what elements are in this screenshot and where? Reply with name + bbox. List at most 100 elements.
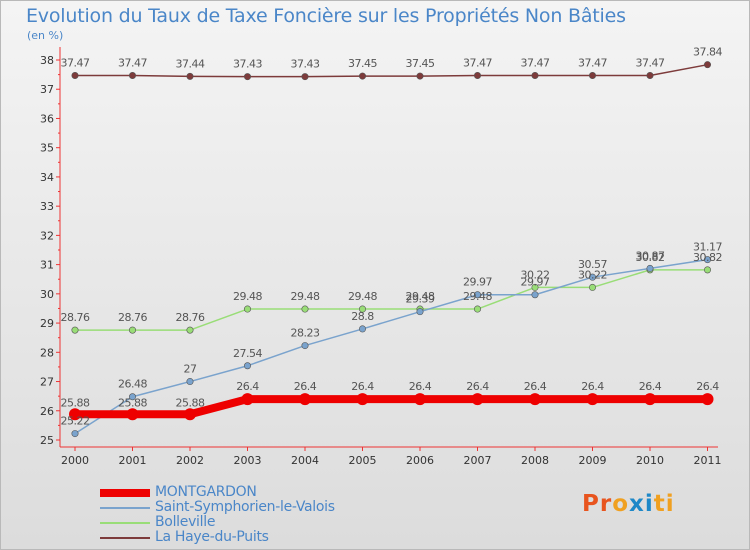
x-tick-label: 2008 <box>521 454 549 467</box>
legend-swatch-bolleville <box>100 522 150 524</box>
data-label-2: 30.22 <box>578 268 607 281</box>
y-tick-label: 27 <box>40 376 54 389</box>
data-label-1: 29.97 <box>463 276 492 289</box>
data-point-1 <box>301 342 309 350</box>
y-tick-label: 38 <box>40 54 54 67</box>
data-label-0: 26.4 <box>294 380 317 393</box>
data-label-2: 30.82 <box>636 251 665 264</box>
data-point-0 <box>69 408 81 421</box>
data-point-1 <box>703 256 711 264</box>
data-point-3 <box>531 71 539 79</box>
data-label-0: 26.4 <box>351 380 374 393</box>
x-tick-label: 2003 <box>234 454 262 467</box>
y-tick-label: 30 <box>40 288 54 301</box>
y-tick-label: 29 <box>40 317 54 330</box>
data-point-2 <box>71 326 79 334</box>
data-label-1: 28.23 <box>291 327 320 340</box>
data-point-1 <box>416 308 424 316</box>
x-tick-label: 2006 <box>406 454 434 467</box>
proxiti-logo: Proxiti <box>582 491 675 517</box>
data-point-3 <box>416 72 424 80</box>
data-point-2 <box>588 283 596 291</box>
data-label-3: 37.47 <box>521 56 550 69</box>
data-label-3: 37.47 <box>636 56 665 69</box>
data-point-0 <box>701 393 714 406</box>
y-tick-label: 33 <box>40 200 54 213</box>
y-tick-label: 28 <box>40 346 54 359</box>
legend-item-bolleville: Bolleville <box>100 514 420 530</box>
data-point-2 <box>186 326 194 334</box>
data-point-3 <box>71 71 79 79</box>
x-tick-label: 2010 <box>636 454 664 467</box>
data-label-2: 28.76 <box>118 311 147 324</box>
legend-label-saint-symphorien: Saint-Symphorien-le-Valois <box>155 499 335 515</box>
data-label-1: 29.97 <box>521 276 550 289</box>
data-point-1 <box>646 264 654 272</box>
y-tick-label: 31 <box>40 259 54 272</box>
legend-swatch-la-haye <box>100 537 150 539</box>
data-label-2: 29.48 <box>406 290 435 303</box>
x-tick-label: 2007 <box>464 454 492 467</box>
data-label-1: 29.39 <box>406 293 435 306</box>
data-label-3: 37.43 <box>291 58 320 71</box>
data-label-3: 37.84 <box>693 46 722 59</box>
y-tick-label: 35 <box>40 142 54 155</box>
x-tick-label: 2000 <box>61 454 89 467</box>
data-label-3: 37.45 <box>406 57 435 70</box>
legend-item-montgardon: MONTGARDON <box>100 484 420 500</box>
data-label-2: 30.22 <box>521 268 550 281</box>
legend-swatch-montgardon <box>100 489 150 497</box>
data-label-0: 25.88 <box>118 396 147 409</box>
data-label-2: 30.82 <box>693 251 722 264</box>
data-point-3 <box>473 71 481 79</box>
data-label-0: 26.4 <box>581 380 604 393</box>
data-label-2: 29.48 <box>233 290 262 303</box>
data-point-0 <box>126 408 139 421</box>
data-point-0 <box>471 393 484 406</box>
data-point-1 <box>588 273 596 281</box>
series-line-0 <box>71 395 712 419</box>
data-label-1: 30.87 <box>636 249 665 262</box>
x-tick-label: 2005 <box>349 454 377 467</box>
data-label-3: 37.45 <box>348 57 377 70</box>
data-point-0 <box>414 393 426 406</box>
x-tick-label: 2001 <box>119 454 147 467</box>
x-tick-label: 2002 <box>176 454 204 467</box>
data-point-0 <box>356 393 369 406</box>
data-point-2 <box>129 326 137 334</box>
legend-label-montgardon: MONTGARDON <box>155 484 257 500</box>
x-tick-label: 2004 <box>291 454 319 467</box>
data-label-3: 37.44 <box>176 57 205 70</box>
y-tick-label: 34 <box>40 171 54 184</box>
series-line-2 <box>74 269 709 331</box>
data-label-1: 26.48 <box>118 378 147 391</box>
data-label-2: 28.76 <box>61 311 90 324</box>
data-label-3: 37.47 <box>61 56 90 69</box>
legend-swatch-saint-symphorien <box>100 507 150 509</box>
data-point-2 <box>703 266 711 274</box>
data-point-3 <box>646 71 654 79</box>
data-label-0: 26.4 <box>639 380 662 393</box>
data-point-3 <box>301 73 309 81</box>
data-point-3 <box>588 71 596 79</box>
chart-title: Evolution du Taux de Taxe Foncière sur l… <box>26 5 626 27</box>
data-point-0 <box>241 393 254 406</box>
data-label-1: 25.22 <box>61 415 90 428</box>
data-point-1 <box>244 362 252 370</box>
legend-label-la-haye: La Haye-du-Puits <box>155 529 269 545</box>
x-tick-label: 2009 <box>579 454 607 467</box>
x-tick-label: 2011 <box>694 454 722 467</box>
data-label-1: 31.17 <box>693 241 722 254</box>
data-point-1 <box>473 291 481 299</box>
data-label-0: 26.4 <box>409 380 432 393</box>
data-label-3: 37.43 <box>233 58 262 71</box>
data-label-0: 25.88 <box>61 396 90 409</box>
data-label-0: 26.4 <box>466 380 489 393</box>
data-point-3 <box>129 71 137 79</box>
data-point-2 <box>244 305 252 313</box>
legend-item-saint-symphorien: Saint-Symphorien-le-Valois <box>100 499 420 515</box>
data-point-0 <box>644 393 656 406</box>
data-point-0 <box>299 393 311 406</box>
y-tick-label: 36 <box>40 112 54 125</box>
